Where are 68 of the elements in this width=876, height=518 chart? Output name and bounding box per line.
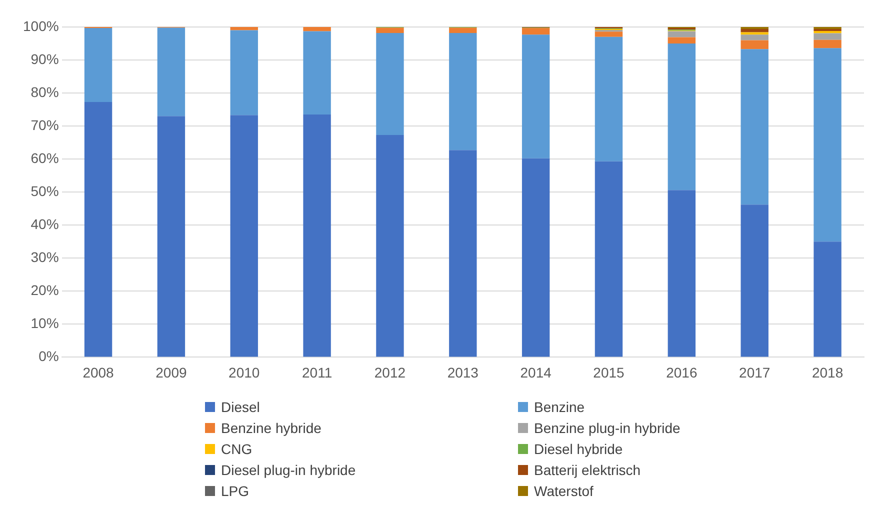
bar xyxy=(668,190,696,357)
legend-label: Benzine plug-in hybride xyxy=(534,420,680,436)
legend-label: CNG xyxy=(221,440,252,456)
bar xyxy=(740,40,768,50)
y-tick-label: 100% xyxy=(22,18,59,34)
x-tick-label: 2009 xyxy=(156,364,187,380)
bar xyxy=(594,161,623,357)
x-tick-label: 2015 xyxy=(593,364,625,380)
x-tick-label: 2013 xyxy=(447,364,479,380)
legend-label: Benzine xyxy=(534,398,585,414)
x-tick-label: 2010 xyxy=(228,364,260,380)
bar xyxy=(230,30,258,116)
bar xyxy=(814,30,842,34)
legend-label: Waterstof xyxy=(534,482,594,498)
y-tick-label: 30% xyxy=(30,249,59,265)
y-tick-label: 20% xyxy=(30,282,59,298)
bar xyxy=(449,32,477,150)
y-tick-label: 60% xyxy=(30,150,59,166)
bar xyxy=(740,49,768,205)
bar xyxy=(594,36,623,162)
y-tick-label: 50% xyxy=(30,182,59,199)
bar xyxy=(522,158,550,357)
bar xyxy=(303,114,331,357)
bar xyxy=(740,204,768,357)
legend-label: LPG xyxy=(221,482,250,498)
bar xyxy=(814,242,842,357)
bar xyxy=(84,102,112,357)
bar xyxy=(740,34,768,40)
bar xyxy=(230,115,258,357)
bar xyxy=(740,28,768,32)
bar xyxy=(814,40,842,48)
bar xyxy=(449,28,477,33)
bar xyxy=(303,31,331,115)
bar xyxy=(449,150,477,357)
x-tick-label: 2017 xyxy=(739,364,770,380)
x-tick-label: 2008 xyxy=(82,364,114,380)
bar xyxy=(303,27,331,32)
bar xyxy=(594,32,623,37)
legend-label: Batterij elektrisch xyxy=(534,462,641,478)
bar xyxy=(668,37,696,44)
x-tick-label: 2012 xyxy=(374,364,406,380)
bar xyxy=(230,27,258,30)
legend-label: Diesel plug-in hybride xyxy=(221,462,356,478)
bar xyxy=(522,34,550,158)
bar xyxy=(814,48,842,242)
bar xyxy=(668,44,696,190)
bar xyxy=(668,31,696,38)
bar xyxy=(376,134,404,357)
bar xyxy=(84,28,112,102)
y-tick-label: 70% xyxy=(30,116,59,133)
y-tick-label: 80% xyxy=(30,84,59,100)
y-tick-label: 10% xyxy=(30,315,59,332)
bar xyxy=(376,28,404,33)
legend-label: Diesel xyxy=(221,398,260,414)
legend-label: Benzine hybride xyxy=(221,420,322,436)
bar xyxy=(814,33,842,40)
x-tick-label: 2014 xyxy=(520,364,552,380)
x-tick-label: 2016 xyxy=(666,364,698,380)
bar xyxy=(522,28,550,35)
y-tick-label: 90% xyxy=(30,50,59,67)
legend-label: Diesel hybride xyxy=(534,440,623,456)
y-tick-label: 40% xyxy=(30,216,59,232)
bar xyxy=(376,32,404,135)
bar xyxy=(157,116,186,357)
bar xyxy=(157,28,186,116)
y-tick-label: 0% xyxy=(38,348,59,364)
x-tick-label: 2011 xyxy=(302,364,332,380)
x-tick-label: 2018 xyxy=(812,364,844,380)
